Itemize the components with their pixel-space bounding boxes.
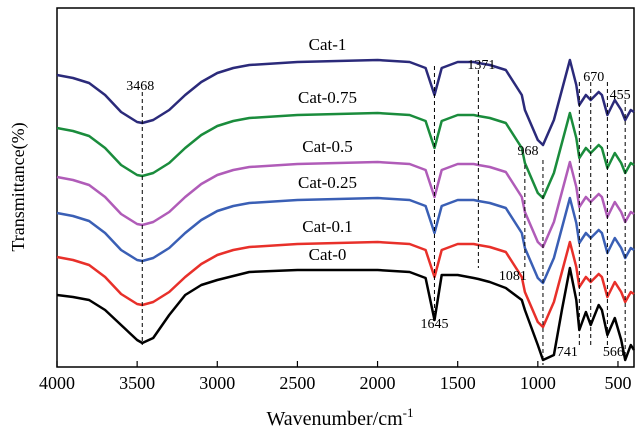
peak-label: 1081 [499, 269, 527, 284]
series-line [56, 266, 636, 362]
y-axis-label: Transmittance(%) [8, 122, 29, 251]
series-label: Cat-0.25 [298, 173, 357, 192]
peak-label: 1645 [420, 317, 448, 332]
peak-label: 566 [603, 345, 624, 360]
x-tick-label: 3500 [119, 373, 155, 393]
x-tick-label: 2000 [360, 373, 396, 393]
series-label: Cat-0.1 [302, 217, 353, 236]
series-line [56, 111, 635, 200]
peak-label: 741 [557, 345, 578, 360]
x-axis-label-text: Wavenumber/cm [267, 408, 404, 430]
peak-label: 3468 [126, 79, 154, 94]
series-line [56, 58, 635, 147]
x-axis-label-sup: -1 [403, 405, 414, 420]
x-tick-label: 1500 [440, 373, 476, 393]
peak-label: 455 [610, 88, 631, 103]
series-label: Cat-0.75 [298, 88, 357, 107]
series-line [56, 196, 635, 285]
x-axis-label: Wavenumber/cm-1 [267, 405, 414, 430]
peak-label: 670 [583, 70, 604, 85]
series-label: Cat-0.5 [302, 137, 353, 156]
series-line [56, 160, 635, 249]
plot-frame [56, 7, 635, 368]
series-line [56, 240, 635, 329]
x-tick-label: 3000 [199, 373, 235, 393]
series-label: Cat-1 [309, 35, 347, 54]
x-tick-label: 4000 [39, 373, 75, 393]
x-tick-label: 2500 [279, 373, 315, 393]
series-label: Cat-0 [309, 245, 347, 264]
x-tick-label: 1000 [520, 373, 556, 393]
x-tick-label: 500 [604, 373, 631, 393]
peak-label: 968 [517, 144, 538, 159]
peak-label: 1371 [467, 58, 495, 73]
